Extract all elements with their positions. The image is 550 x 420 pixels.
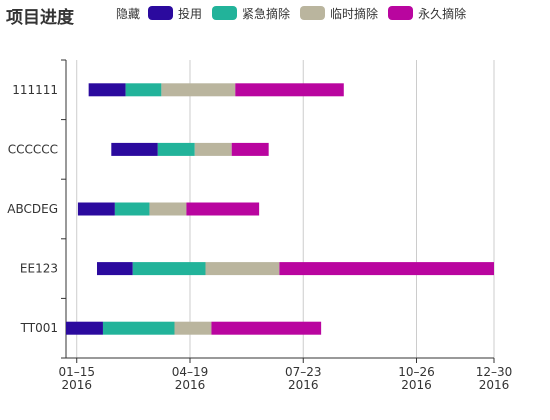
legend-item-commissioned[interactable]: 投用: [148, 5, 202, 22]
bar-segment: [194, 142, 232, 156]
bar-segment: [125, 83, 162, 97]
bar-segment: [114, 202, 150, 216]
x-tick-label: 10–26: [398, 365, 435, 379]
x-tick-label-year: 2016: [288, 378, 319, 392]
bar-segment: [149, 202, 187, 216]
legend-swatch: [148, 6, 174, 20]
x-tick-label: 12–30: [476, 365, 513, 379]
legend-swatch: [388, 6, 414, 20]
legend-item-temporary-removal[interactable]: 临时摘除: [300, 5, 378, 22]
y-tick-label: TT001: [20, 321, 58, 335]
x-tick-label-year: 2016: [479, 378, 510, 392]
bar-segment: [231, 142, 269, 156]
bar-segment: [174, 321, 212, 335]
x-tick-label: 04–19: [172, 365, 209, 379]
legend-item-emergency-removal[interactable]: 紧急摘除: [212, 5, 290, 22]
y-tick-label: 111111: [12, 83, 58, 97]
bar-segment: [96, 262, 133, 276]
x-tick-label: 01–15: [58, 365, 95, 379]
bar-segment: [66, 321, 103, 335]
legend-label: 紧急摘除: [242, 6, 291, 21]
legend-toggle-button[interactable]: 隐藏: [116, 6, 141, 21]
x-tick-label-year: 2016: [401, 378, 432, 392]
y-tick-label: CCCCCC: [8, 142, 58, 156]
legend-label: 临时摘除: [330, 6, 379, 21]
page-title: 项目进度: [6, 8, 74, 28]
legend: 隐藏 投用 紧急摘除 临时摘除 永久摘除: [116, 4, 476, 22]
bar-segment: [235, 83, 344, 97]
bar-segment: [211, 321, 322, 335]
y-tick-label: EE123: [20, 262, 58, 276]
legend-swatch: [300, 6, 326, 20]
x-tick-label-year: 2016: [175, 378, 206, 392]
bar-segment: [161, 83, 236, 97]
x-tick-label-year: 2016: [61, 378, 92, 392]
bar-segment: [102, 321, 175, 335]
x-tick-label: 07–23: [285, 365, 322, 379]
bar-segment: [111, 142, 158, 156]
legend-item-permanent-removal[interactable]: 永久摘除: [388, 5, 466, 22]
bar-segment: [88, 83, 126, 97]
legend-swatch: [212, 6, 238, 20]
bar-segment: [132, 262, 206, 276]
bar-segment: [205, 262, 280, 276]
bar-segment: [157, 142, 195, 156]
bar-segment: [77, 202, 115, 216]
bar-segment: [186, 202, 260, 216]
legend-label: 投用: [178, 6, 203, 21]
legend-label: 永久摘除: [418, 6, 467, 21]
bar-segment: [279, 262, 494, 276]
y-tick-label: ABCDEG: [7, 202, 58, 216]
